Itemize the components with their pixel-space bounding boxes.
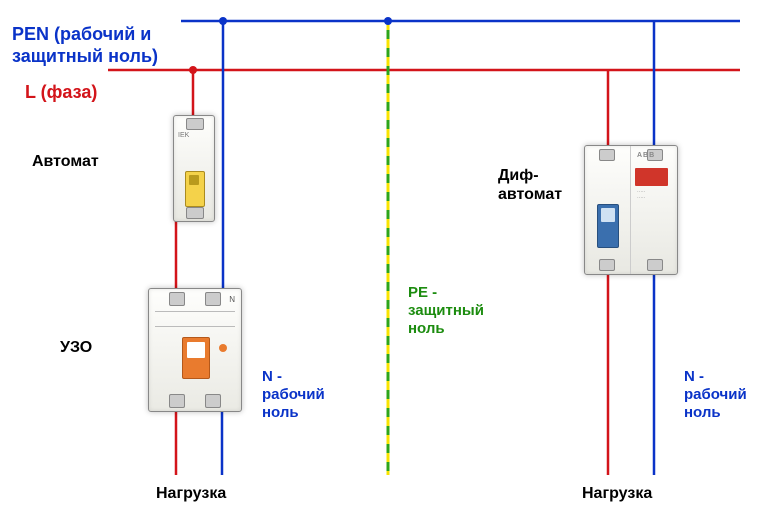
dif-terminal-l-in: [599, 149, 615, 161]
avtomat-terminal-top: [186, 118, 204, 130]
avtomat-label: Автомат: [32, 152, 99, 171]
device-uzo: N: [148, 288, 242, 412]
uzo-label: УЗО: [60, 338, 92, 357]
n-right-label: N - рабочий ноль: [684, 368, 747, 422]
uzo-test-button[interactable]: [219, 344, 227, 352]
dif-terminal-l-out: [599, 259, 615, 271]
device-avtomat: IEK: [173, 115, 215, 222]
uzo-terminal-l-in: [169, 292, 185, 306]
pe-label: PE - защитный ноль: [408, 284, 484, 338]
junction-pen-1: [219, 17, 227, 25]
avtomat-brand: IEK: [178, 132, 189, 139]
n-left-label: N - рабочий ноль: [262, 368, 325, 422]
load-right-label: Нагрузка: [582, 484, 652, 503]
pen-label: PEN (рабочий и защитный ноль): [12, 24, 158, 67]
uzo-terminal-n-out: [205, 394, 221, 408]
dif-brand: ABB: [637, 152, 655, 159]
uzo-n-mark: N: [229, 295, 235, 304]
uzo-terminal-n-in: [205, 292, 221, 306]
dif-right-module: [632, 146, 677, 274]
avtomat-switch[interactable]: [185, 171, 205, 207]
load-left-label: Нагрузка: [156, 484, 226, 503]
uzo-switch[interactable]: [182, 337, 210, 379]
uzo-panel: [155, 311, 235, 327]
dif-small-text: ··········: [637, 190, 645, 201]
device-difavtomat: ABB ··········: [584, 145, 678, 275]
dif-terminal-n-out: [647, 259, 663, 271]
dif-red-label: [635, 168, 668, 186]
dif-label: Диф- автомат: [498, 166, 562, 204]
avtomat-terminal-bottom: [186, 207, 204, 219]
junction-pen-2: [384, 17, 392, 25]
l-label: L (фаза): [25, 82, 97, 104]
junction-l-1: [189, 66, 197, 74]
uzo-terminal-l-out: [169, 394, 185, 408]
dif-switch[interactable]: [597, 204, 619, 248]
